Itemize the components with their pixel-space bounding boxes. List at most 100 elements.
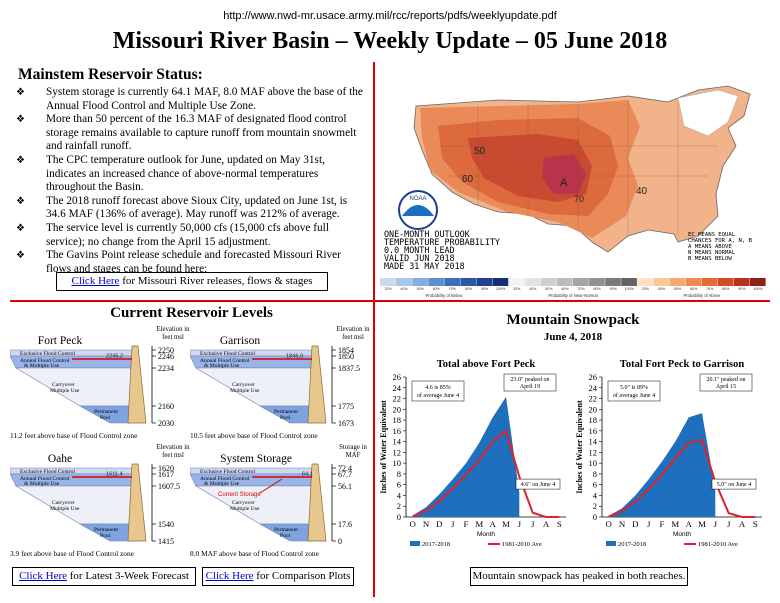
bullet-icon: ❖: [16, 222, 25, 234]
scale-cell: [508, 278, 525, 286]
scale-tick-label: 40%: [529, 287, 537, 291]
outlook-line: ONE-MONTH OUTLOOK: [384, 229, 471, 239]
average-line: [608, 438, 756, 518]
scale-tick-label: 33%: [513, 287, 521, 291]
elevation-label: 2246: [158, 352, 174, 361]
x-tick-label: M: [671, 519, 679, 529]
zone-label: Pool: [280, 415, 291, 421]
scale-tick-label: 50%: [417, 287, 425, 291]
scale-cell: [412, 278, 428, 286]
axis-header: Elevation in: [156, 326, 190, 333]
outlook-line: TEMPERATURE PROBABILITY: [384, 237, 500, 247]
zone-label: Pool: [100, 533, 111, 539]
scale-cell: [380, 278, 396, 286]
comparison-link[interactable]: Click Here: [205, 570, 254, 582]
zone-label: & Multiple Use: [24, 363, 60, 369]
y-tick-label: 24: [589, 383, 598, 393]
zone-label: Annual Flood Control: [200, 358, 250, 364]
zone-label: Annual Flood Control: [20, 476, 70, 482]
zone-label: Multiple Use: [230, 506, 260, 512]
scale-tick-label: 100%: [496, 287, 506, 291]
legend-label: 1981-2010 Ave: [502, 541, 542, 548]
releases-link[interactable]: Click Here: [71, 275, 120, 287]
axis-header: Storage in: [339, 444, 367, 451]
x-tick-label: J: [727, 519, 731, 529]
x-tick-label: J: [714, 519, 718, 529]
legend-label: 2017-2018: [422, 541, 450, 548]
scale-cell: [396, 278, 412, 286]
reservoir-note: 10.5 feet above base of Flood Control zo…: [190, 431, 318, 440]
forecast-link-rest: for Latest 3-Week Forecast: [67, 570, 189, 582]
probability-scale-labels: 33% 40% 50% 60% 70% 80% 90% 100% 33% 40% 50% 60% 70%…: [384, 287, 763, 291]
current-level-value: 1611.4: [106, 472, 123, 478]
x-tick-label: A: [543, 519, 550, 529]
x-tick-label: O: [605, 519, 611, 529]
average-line: [412, 429, 560, 518]
y-tick-label: 22: [393, 394, 402, 404]
scale-tick-label: 60%: [690, 287, 698, 291]
scale-cell: [701, 278, 718, 286]
y-axis-label: Inches of Water Equivalent: [379, 400, 388, 494]
zone-label: Permanent: [94, 409, 118, 415]
zone-label: Exclusive Flood Control: [20, 351, 75, 357]
scale-cell: [444, 278, 461, 286]
outlook-legend-note: EC MEANS EQUAL CHANCES FOR A, N, B A MEA…: [688, 232, 753, 262]
zone-label: Carryover: [52, 382, 75, 388]
normal-region-ne: [677, 89, 739, 137]
x-tick-label: J: [531, 519, 535, 529]
bullet-text: More than 50 percent of the 16.3 MAF of …: [46, 113, 357, 153]
snowpack-footer-box: Mountain snowpack has peaked in both rea…: [470, 567, 688, 586]
elevation-label: 2160: [158, 402, 174, 411]
scale-cell: [589, 278, 605, 286]
reservoir-name: Fort Peck: [38, 335, 83, 347]
y-tick-label: 12: [589, 447, 598, 457]
x-tick-label: M: [698, 519, 706, 529]
zone-label: Carryover: [52, 500, 75, 506]
scale-cell: [653, 278, 670, 286]
annotation-text: April 15: [716, 384, 736, 390]
reservoir-name: Oahe: [48, 453, 72, 465]
scale-cell: [540, 278, 557, 286]
elevation-label: 56.1: [338, 482, 352, 491]
zone-label: Permanent: [274, 527, 298, 533]
annotation-box: [699, 373, 753, 392]
y-tick-label: 20: [589, 404, 598, 414]
x-tick-label: N: [423, 519, 430, 529]
x-tick-label: S: [753, 519, 758, 529]
forecast-link[interactable]: Click Here: [19, 570, 68, 582]
contour-label: A: [560, 177, 568, 189]
bullet-text: The service level is currently 50,000 cf…: [46, 221, 329, 248]
elevation-label: 2030: [158, 419, 174, 428]
y-tick-label: 22: [589, 394, 598, 404]
y-tick-label: 8: [593, 469, 597, 479]
y-axis-label: Inches of Water Equivalent: [575, 400, 584, 494]
elevation-label: 1850: [338, 352, 354, 361]
x-tick-label: A: [685, 519, 692, 529]
scale-tick-label: 100%: [625, 287, 635, 291]
reservoir-name: System Storage: [220, 453, 292, 465]
bullet-icon: ❖: [16, 154, 25, 166]
scale-tick-label: 33%: [642, 287, 650, 291]
zone-label: Exclusive Flood Control: [20, 469, 75, 475]
snowpack-chart-fort-peck: Total above Fort Peck0246810121416182022…: [379, 359, 566, 548]
annotation-box: [515, 478, 561, 490]
y-tick-label: 20: [393, 404, 402, 414]
y-tick-label: 6: [397, 480, 401, 490]
y-tick-label: 10: [589, 458, 598, 468]
y-tick-label: 2: [593, 501, 597, 511]
zone-label: Annual Flood Control: [200, 476, 250, 482]
probability-scale: [380, 278, 766, 286]
y-tick-label: 6: [593, 480, 597, 490]
zone-label: Pool: [280, 533, 291, 539]
dam-structure: [307, 345, 327, 424]
scale-cell: [733, 278, 750, 286]
noaa-logo: NOAA: [398, 190, 438, 230]
outlook-line: VALID JUN 2018: [384, 253, 455, 263]
elevation-label: 1415: [158, 537, 174, 546]
scale-tick-label: 70%: [449, 287, 457, 291]
releases-link-box: Click Here for Missouri River releases, …: [56, 272, 328, 291]
scale-tick-label: 90%: [738, 287, 746, 291]
scale-caption: Probability of Near-Normal: [548, 293, 597, 298]
